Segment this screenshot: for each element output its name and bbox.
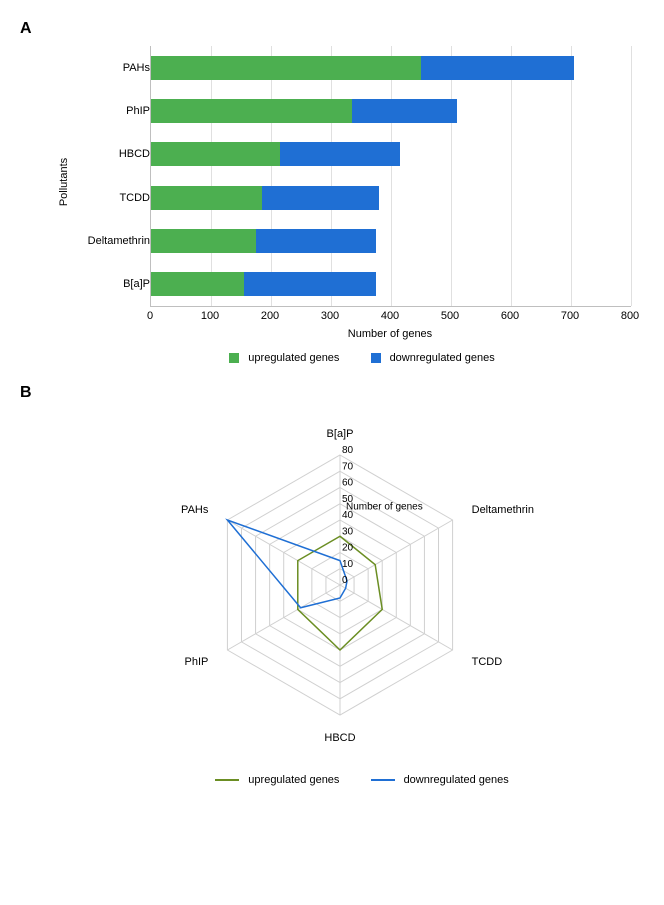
gridline [511,46,512,306]
x-tick-label: 400 [381,310,399,322]
gridline [391,46,392,306]
x-axis-label: Number of genes [150,328,630,340]
y-axis-label: Pollutants [58,158,70,206]
bar-segment [151,99,352,123]
radar-axis-label: Deltamethrin [472,504,534,516]
bar-plot-area [150,46,631,307]
bar-segment [151,229,256,253]
bar-segment [421,56,574,80]
bar-segment [151,142,280,166]
radar-tick-label: 60 [342,478,354,489]
bar-segment [151,56,421,80]
legend-item: upregulated genes [215,774,339,786]
radar-tick-label: 10 [342,559,354,570]
radar-tick-label: 80 [342,445,354,456]
x-tick-label: 700 [561,310,579,322]
legend-label: downregulated genes [390,352,495,364]
bar-segment [244,272,376,296]
gridline [271,46,272,306]
y-tick-label: HBCD [70,148,150,160]
x-tick-label: 600 [501,310,519,322]
y-tick-label: B[a]P [70,278,150,290]
radar-chart: B[a]P Deltamethrin TCDD HBCD PhIP PAHs 0 10 20 30… [60,410,620,770]
legend-swatch [229,353,239,363]
radar-axis-title: Number of genes [346,502,423,513]
panel-a-label: A [20,20,644,38]
bar-segment [280,142,400,166]
legend-label: upregulated genes [248,352,339,364]
legend-label: downregulated genes [404,774,509,786]
gridline [211,46,212,306]
radar-axis-label: HBCD [324,732,355,744]
legend-swatch [371,353,381,363]
radar-tick-label: 0 [342,575,348,586]
radar-tick-label: 30 [342,526,354,537]
y-tick-label: PAHs [70,62,150,74]
x-tick-label: 300 [321,310,339,322]
legend-item: downregulated genes [371,774,509,786]
legend-line [371,779,395,781]
y-tick-label: TCDD [70,192,150,204]
legend-b: upregulated genes downregulated genes [80,774,644,786]
gridline [331,46,332,306]
legend-label: upregulated genes [248,774,339,786]
legend-item: upregulated genes [229,352,339,364]
radar-svg: B[a]P Deltamethrin TCDD HBCD PhIP PAHs 0 10 20 30… [80,410,600,770]
bar-segment [256,229,376,253]
panel-b-label: B [20,384,644,402]
radar-axis-label: B[a]P [327,428,354,440]
x-tick-label: 200 [261,310,279,322]
legend-item: downregulated genes [371,352,495,364]
bar-segment [151,186,262,210]
gridline [451,46,452,306]
bar-segment [151,272,244,296]
bar-chart: Pollutants Number of genes 0100200300400… [80,46,640,346]
gridline [631,46,632,306]
radar-tick-label: 20 [342,543,354,554]
bar-segment [262,186,379,210]
y-tick-label: PhIP [70,105,150,117]
bar-segment [352,99,457,123]
gridline [571,46,572,306]
legend-line [215,779,239,781]
y-tick-label: Deltamethrin [70,235,150,247]
legend-a: upregulated genes downregulated genes [80,352,644,364]
radar-axis-label: PhIP [185,656,209,668]
radar-tick-label: 70 [342,461,354,472]
radar-axis-label: TCDD [472,656,503,668]
x-tick-label: 800 [621,310,639,322]
x-tick-label: 100 [201,310,219,322]
x-tick-label: 0 [147,310,153,322]
x-tick-label: 500 [441,310,459,322]
radar-axis-label: PAHs [181,504,209,516]
